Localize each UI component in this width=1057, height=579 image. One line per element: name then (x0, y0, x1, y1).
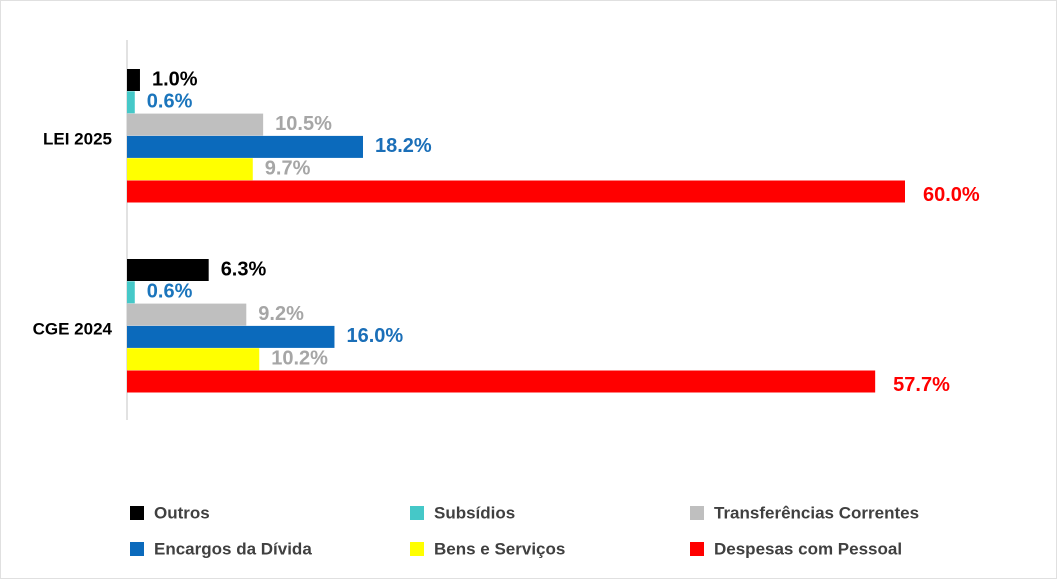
data-label: 0.6% (147, 91, 193, 113)
bar (127, 69, 140, 91)
data-label: 1.0% (152, 68, 198, 90)
bar (127, 348, 260, 371)
legend-swatch (130, 506, 144, 520)
category-label: CGE 2024 (33, 319, 113, 338)
bar (127, 281, 135, 304)
bar (127, 303, 247, 326)
bar (127, 113, 264, 136)
legend-label: Despesas com Pessoal (714, 539, 902, 558)
bar (127, 325, 335, 348)
legend-swatch (410, 506, 424, 520)
data-label: 57.7% (893, 374, 950, 396)
legend-label: Transferências Correntes (714, 503, 919, 522)
legend-label: Outros (154, 503, 210, 522)
data-label: 18.2% (375, 135, 432, 157)
bar (127, 370, 876, 393)
data-label: 9.2% (258, 303, 304, 325)
legend-swatch (690, 542, 704, 556)
legend-label: Encargos da Dívida (154, 539, 312, 558)
legend-label: Subsídios (434, 503, 515, 522)
bar (127, 91, 135, 114)
legend-swatch (690, 506, 704, 520)
data-label: 10.5% (275, 113, 332, 135)
bar (127, 158, 253, 181)
data-label: 60.0% (923, 184, 980, 206)
legend-label: Bens e Serviços (434, 539, 565, 558)
bar (127, 259, 209, 281)
data-label: 6.3% (221, 258, 267, 280)
data-label: 10.2% (271, 347, 328, 369)
data-label: 0.6% (147, 281, 193, 303)
legend-swatch (130, 542, 144, 556)
bar (127, 135, 363, 158)
data-label: 9.7% (265, 157, 311, 179)
bar (127, 180, 905, 203)
data-label: 16.0% (346, 325, 403, 347)
legend-swatch (410, 542, 424, 556)
category-label: LEI 2025 (43, 129, 112, 148)
